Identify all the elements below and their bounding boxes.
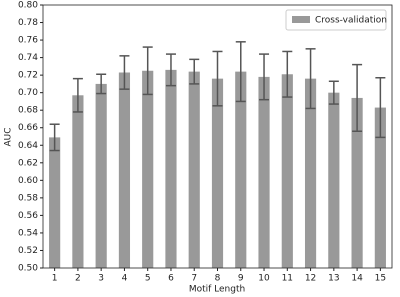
bar: [258, 76, 270, 269]
x-tick-label: 3: [98, 274, 104, 284]
y-tick-label: 0.64: [18, 141, 38, 151]
bar: [72, 95, 84, 269]
x-tick-label: 1: [52, 274, 58, 284]
x-tick-label: 13: [328, 274, 339, 284]
bar: [49, 137, 61, 268]
y-tick-label: 0.74: [18, 53, 38, 63]
bar: [304, 78, 317, 268]
x-tick-label: 4: [122, 274, 128, 284]
x-tick-label: 15: [375, 274, 386, 284]
y-tick-label: 0.50: [18, 264, 38, 274]
bar: [374, 107, 386, 268]
legend-swatch: [292, 16, 310, 23]
y-tick-label: 0.66: [18, 123, 38, 133]
bar: [211, 78, 224, 268]
bar: [188, 71, 200, 268]
y-tick-label: 0.70: [18, 88, 38, 98]
x-axis-label: Motif Length: [189, 285, 245, 295]
bar: [118, 72, 131, 269]
y-tick-label: 0.58: [18, 193, 38, 203]
bar: [281, 74, 293, 268]
y-tick-label: 0.80: [18, 1, 38, 11]
x-tick-label: 9: [238, 274, 244, 284]
y-tick-label: 0.68: [18, 106, 38, 116]
x-tick-label: 2: [75, 274, 81, 284]
bar: [165, 69, 177, 268]
x-tick-label: 5: [145, 274, 151, 284]
x-tick-label: 12: [305, 274, 316, 284]
y-tick-label: 0.56: [18, 211, 38, 221]
y-tick-label: 0.52: [18, 246, 38, 256]
x-tick-label: 7: [191, 274, 197, 284]
x-tick-label: 14: [351, 274, 363, 284]
bar: [328, 92, 340, 269]
legend-box: [285, 9, 387, 31]
bar: [235, 71, 247, 268]
y-tick-label: 0.54: [18, 228, 38, 238]
x-tick-label: 11: [282, 274, 293, 284]
bar: [142, 70, 154, 268]
x-tick-label: 10: [258, 274, 270, 284]
y-axis-label: AUC: [4, 127, 14, 146]
bar: [95, 83, 107, 269]
legend-label: Cross-validation: [315, 16, 387, 26]
x-tick-label: 8: [215, 274, 221, 284]
bar: [351, 97, 363, 268]
y-tick-label: 0.76: [18, 36, 38, 46]
y-tick-label: 0.60: [18, 176, 38, 186]
y-tick-label: 0.72: [18, 71, 38, 81]
y-tick-label: 0.62: [18, 158, 38, 168]
y-tick-label: 0.78: [18, 18, 38, 28]
plot-frame: [42, 4, 393, 269]
x-tick-label: 6: [168, 274, 174, 284]
